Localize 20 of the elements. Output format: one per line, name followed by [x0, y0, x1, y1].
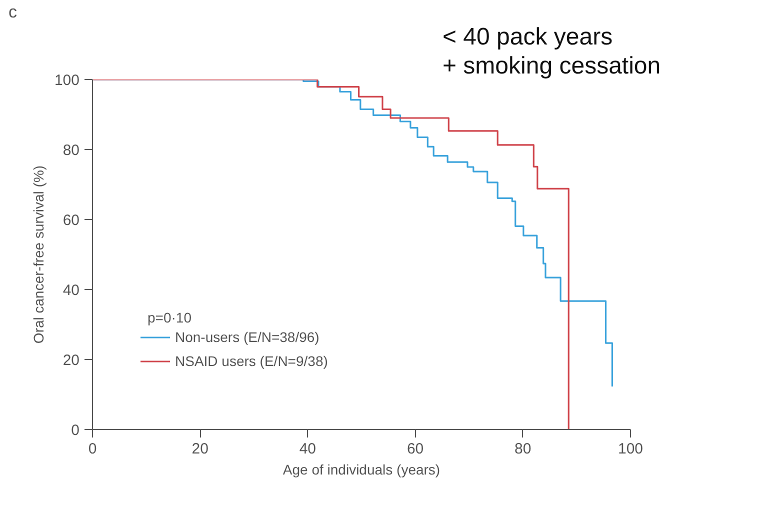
x-tick-label: 0	[88, 440, 97, 458]
annotation: p=0·10	[148, 310, 192, 326]
x-tick-label: 60	[406, 440, 424, 458]
text: c	[8, 2, 18, 22]
legend-label: NSAID users (E/N=9/38)	[175, 353, 328, 369]
y-tick-label: 100	[54, 72, 80, 89]
y-tick-label: 60	[62, 212, 80, 229]
x-tick-label: 100	[618, 440, 644, 458]
x-tick-label: 40	[299, 440, 316, 458]
chart-subtitle: + smoking cessation	[442, 52, 661, 80]
y-tick-label: 80	[62, 142, 80, 159]
x-axis-title: Age of individuals (years)	[282, 462, 440, 478]
y-tick-label: 0	[71, 422, 80, 439]
x-tick-label: 80	[514, 440, 532, 458]
x-tick-label: 20	[192, 440, 208, 458]
chart-title: < 40 pack years	[442, 24, 613, 50]
legend-label: Non-users (E/N=38/96)	[175, 329, 320, 345]
y-tick-label: 40	[62, 282, 80, 299]
y-axis-title: Oral cancer-free survival (%)	[30, 165, 46, 344]
y-tick-label: 20	[62, 352, 80, 369]
